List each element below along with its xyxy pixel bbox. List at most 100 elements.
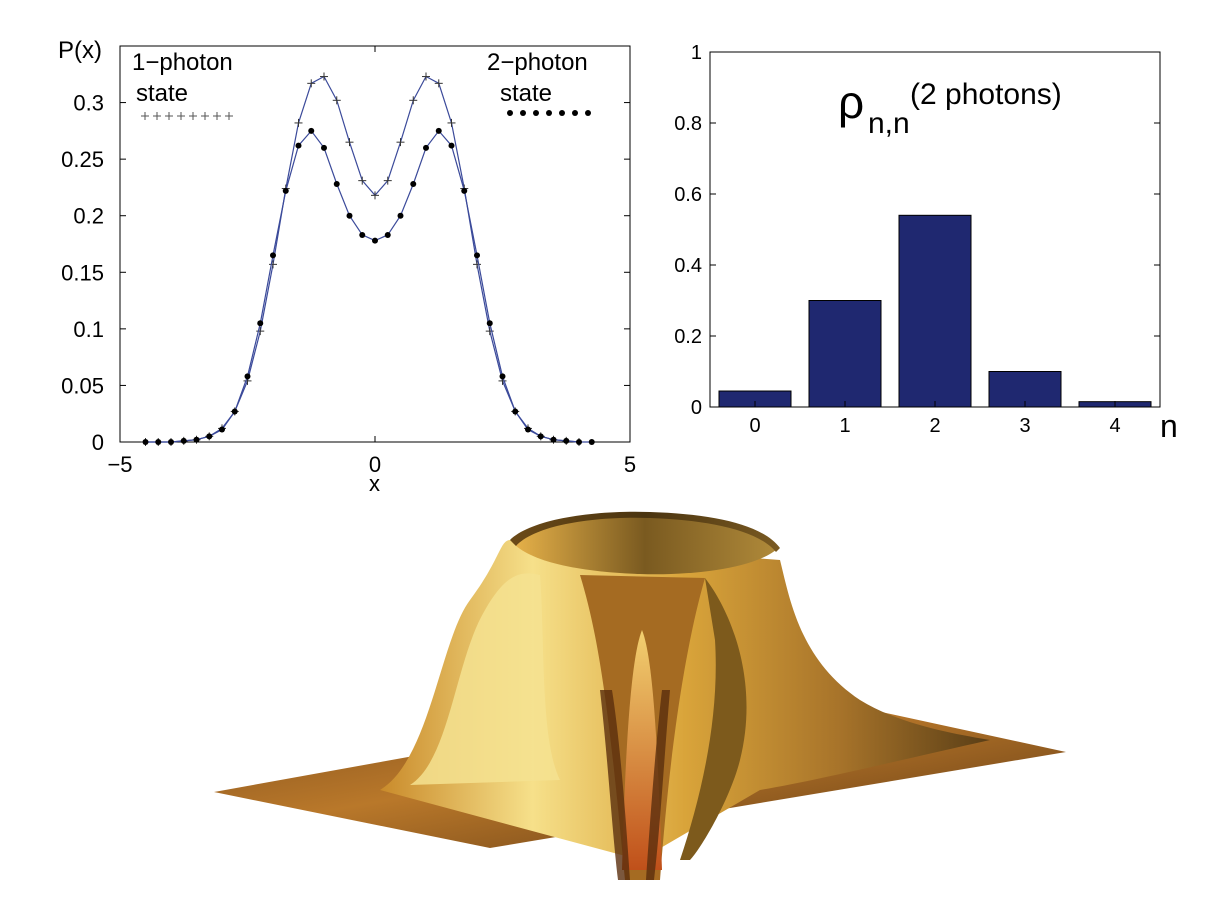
data-point-2-photon bbox=[257, 320, 264, 327]
legend-2-photon: 2−photon state bbox=[487, 49, 591, 116]
data-point-1-photon bbox=[422, 72, 430, 81]
data-point-2-photon bbox=[295, 142, 302, 149]
right-x-tick-label: 4 bbox=[1109, 415, 1120, 437]
title-superscript: (2 photons) bbox=[910, 78, 1062, 111]
photon-number-bar-chart: 0 0.2 0.4 0.6 0.8 1 0 1 2 3 4 n ρ n,n (2 photons) bbox=[674, 42, 1178, 444]
data-point-1-photon bbox=[269, 260, 277, 269]
data-point-2-photon bbox=[486, 320, 493, 327]
data-point-2-photon bbox=[219, 426, 225, 433]
legend-2-photon-marker-row bbox=[507, 110, 591, 116]
surface-ring-top bbox=[512, 513, 778, 575]
data-point-2-photon bbox=[435, 127, 442, 134]
data-point-2-photon bbox=[576, 439, 582, 445]
probability-distribution-chart: 00.050.10.150.20.250.3 −5 0 5 P(x) x 1−pho… bbox=[58, 37, 636, 496]
data-point-1-photon bbox=[396, 138, 405, 147]
right-y-tick-label: 1 bbox=[691, 42, 702, 64]
right-x-tick-label: 2 bbox=[929, 415, 940, 437]
bar-n-2 bbox=[898, 214, 972, 408]
data-point-2-photon bbox=[346, 212, 353, 219]
legend-2-photon-line1: 2−photon bbox=[487, 49, 588, 76]
legend-1-photon: 1−photon state bbox=[132, 49, 233, 120]
data-point-2-photon bbox=[410, 181, 417, 188]
right-x-tick-label: 3 bbox=[1019, 415, 1030, 437]
surface-ring-rim bbox=[510, 511, 780, 552]
data-point-1-photon bbox=[485, 327, 494, 336]
left-y-tick-label: 0.25 bbox=[61, 147, 104, 172]
data-point-1-photon bbox=[447, 118, 456, 127]
data-point-2-photon bbox=[244, 373, 251, 380]
data-point-2-photon bbox=[423, 144, 429, 151]
left-x-tick-label: −5 bbox=[107, 452, 132, 477]
data-point-2-photon bbox=[525, 426, 531, 433]
left-x-axis: −5 0 5 bbox=[107, 46, 636, 477]
data-point-1-photon bbox=[307, 79, 316, 88]
data-point-1-photon bbox=[371, 191, 379, 200]
surface-negative-dip-left bbox=[600, 690, 630, 880]
bar-n-1 bbox=[808, 300, 882, 408]
left-y-tick-label: 0 bbox=[92, 430, 104, 455]
left-y-tick-label: 0.3 bbox=[73, 91, 104, 116]
data-point-1-photon bbox=[358, 176, 367, 185]
data-point-2-photon bbox=[448, 142, 455, 149]
left-x-tick-label: 0 bbox=[369, 452, 381, 477]
data-point-2-photon bbox=[333, 181, 340, 188]
fit-line-1-photon bbox=[145, 75, 580, 443]
surface-negative-dip-right bbox=[646, 690, 670, 880]
data-point-2-photon bbox=[142, 439, 149, 445]
data-point-2-photon bbox=[231, 408, 238, 415]
right-y-tick-label: 0.6 bbox=[674, 184, 702, 206]
right-x-tick-label: 1 bbox=[839, 415, 850, 437]
left-y-tick-label: 0.15 bbox=[61, 260, 104, 285]
data-point-1-photon bbox=[256, 327, 265, 336]
data-point-2-photon bbox=[180, 437, 187, 444]
legend-1-photon-line1: 1−photon bbox=[132, 49, 233, 76]
right-y-tick-label: 0.4 bbox=[674, 255, 702, 277]
data-point-2-photon bbox=[206, 433, 213, 440]
data-point-2-photon bbox=[550, 436, 557, 443]
left-series-group bbox=[141, 72, 595, 446]
data-point-2-photon bbox=[270, 252, 276, 259]
left-x-axis-label: x bbox=[369, 471, 380, 496]
data-point-1-photon bbox=[473, 260, 481, 269]
data-point-1-photon bbox=[320, 72, 328, 81]
right-x-tick-label: 0 bbox=[749, 415, 760, 437]
right-y-tick-label: 0.8 bbox=[674, 113, 702, 135]
legend-1-photon-marker-row bbox=[141, 112, 233, 120]
data-point-2-photon bbox=[359, 231, 366, 238]
right-y-axis: 0 0.2 0.4 0.6 0.8 1 bbox=[674, 42, 1160, 419]
right-x-axis: 0 1 2 3 4 bbox=[749, 401, 1121, 437]
data-point-1-photon bbox=[294, 118, 303, 127]
right-chart-title: ρ n,n (2 photons) bbox=[838, 76, 1062, 140]
data-point-2-photon bbox=[155, 439, 162, 445]
left-y-tick-label: 0.1 bbox=[73, 317, 104, 342]
data-point-2-photon bbox=[372, 237, 378, 244]
data-point-2-photon bbox=[512, 408, 519, 415]
data-point-2-photon bbox=[308, 127, 315, 134]
data-point-1-photon bbox=[332, 96, 341, 105]
right-bars-group bbox=[718, 214, 1152, 408]
data-point-2-photon bbox=[461, 187, 468, 194]
surface-left-highlight bbox=[410, 573, 560, 785]
data-point-2-photon bbox=[384, 231, 391, 238]
right-y-tick-label: 0.2 bbox=[674, 326, 702, 348]
left-y-tick-label: 0.2 bbox=[73, 204, 104, 229]
data-point-2-photon bbox=[537, 433, 544, 440]
data-point-2-photon bbox=[282, 187, 289, 194]
left-x-tick-label: 5 bbox=[624, 452, 636, 477]
right-x-axis-label: n bbox=[1160, 408, 1178, 444]
title-subscript: n,n bbox=[868, 107, 910, 140]
data-point-1-photon bbox=[383, 176, 392, 185]
right-y-tick-label: 0 bbox=[691, 397, 702, 419]
data-point-2-photon bbox=[563, 437, 570, 444]
left-y-tick-label: 0.05 bbox=[61, 373, 104, 398]
left-y-axis: 0 0.05 0.1 0.15 0.2 0.25 0.3 bbox=[61, 91, 630, 455]
data-point-2-photon bbox=[321, 144, 327, 151]
data-point-2-photon bbox=[168, 439, 174, 445]
fit-line-2-photon bbox=[145, 129, 592, 443]
data-point-2-photon bbox=[397, 212, 404, 219]
data-point-2-photon bbox=[193, 436, 200, 443]
data-point-2-photon bbox=[588, 439, 595, 445]
data-point-2-photon bbox=[499, 373, 506, 380]
left-y-axis-label: P(x) bbox=[58, 37, 102, 64]
